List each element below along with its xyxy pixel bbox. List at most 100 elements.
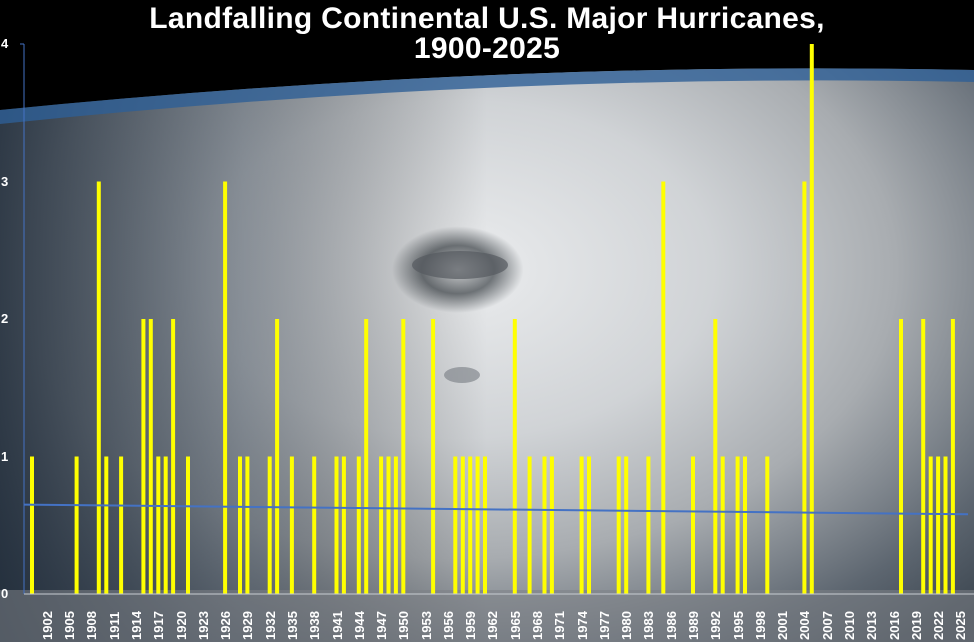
bar-1929 — [245, 456, 250, 594]
bar-1912 — [119, 456, 124, 594]
x-tick-label-1974: 1974 — [574, 611, 590, 640]
chart-title-line2: 1900-2025 — [413, 32, 561, 65]
x-tick-label-1953: 1953 — [418, 611, 434, 640]
x-tick-label-2004: 2004 — [797, 611, 813, 640]
y-tick-label-4: 4 — [1, 36, 9, 51]
trend-line — [23, 503, 969, 516]
bar-1992 — [713, 319, 718, 594]
x-tick-label-1983: 1983 — [641, 611, 657, 640]
x-tick-label-1926: 1926 — [218, 611, 234, 640]
bar-1996 — [743, 456, 747, 594]
x-tick-label-2007: 2007 — [819, 611, 835, 640]
bar-1933 — [275, 319, 280, 594]
bar-1919 — [171, 319, 176, 594]
bar-1993 — [720, 456, 725, 594]
chart-title: Landfalling Continental U.S. Major Hurri… — [0, 4, 974, 64]
bar-1900 — [30, 456, 34, 594]
bar-1928 — [238, 456, 242, 594]
bar-1917 — [156, 456, 161, 594]
bar-series — [30, 44, 955, 594]
bar-1947 — [379, 456, 384, 594]
y-tick-label-3: 3 — [1, 173, 9, 189]
chart-title-line1: Landfalling Continental U.S. Major Hurri… — [149, 2, 825, 35]
x-tick-label-1938: 1938 — [307, 611, 323, 640]
x-tick-label-1917: 1917 — [151, 611, 167, 640]
bar-1945 — [364, 319, 369, 594]
bar-1965 — [512, 319, 517, 594]
x-tick-label-1968: 1968 — [530, 611, 546, 640]
bar-1969 — [542, 456, 547, 594]
bar-1944 — [356, 456, 361, 594]
x-tick-label-1956: 1956 — [440, 611, 456, 640]
bar-1948 — [386, 456, 391, 594]
bar-1995 — [735, 456, 740, 594]
x-tick-label-1980: 1980 — [619, 611, 635, 640]
bar-2023 — [943, 456, 948, 594]
bar-1979 — [616, 456, 621, 594]
bar-1918 — [163, 456, 168, 594]
y-tick-label-2: 2 — [1, 311, 9, 326]
x-tick-label-1947: 1947 — [374, 611, 390, 640]
bar-1909 — [96, 181, 101, 594]
bar-1921 — [186, 456, 190, 594]
x-tick-label-1902: 1902 — [39, 611, 55, 640]
bar-2022 — [936, 456, 941, 594]
x-tick-label-1992: 1992 — [708, 611, 724, 640]
bar-1957 — [453, 456, 458, 594]
bar-2005 — [809, 44, 814, 594]
bar-1958 — [460, 456, 465, 594]
bar-1959 — [468, 456, 473, 594]
x-tick-label-1995: 1995 — [730, 611, 746, 640]
y-tick-label-0: 0 — [1, 586, 9, 601]
bar-1941 — [334, 456, 339, 594]
bar-2021 — [928, 456, 933, 594]
x-tick-label-2022: 2022 — [931, 611, 947, 640]
x-tick-label-1935: 1935 — [284, 611, 300, 640]
bar-1910 — [104, 456, 109, 594]
bar-2024 — [950, 319, 955, 594]
bar-2004 — [802, 181, 807, 594]
x-tick-label-1971: 1971 — [552, 611, 568, 640]
x-tick-label-1920: 1920 — [173, 611, 189, 640]
x-tick-label-2019: 2019 — [908, 611, 924, 640]
x-tick-label-1950: 1950 — [396, 611, 412, 640]
x-tick-label-1989: 1989 — [686, 611, 701, 640]
bar-1974 — [579, 456, 584, 594]
x-tick-label-1908: 1908 — [84, 611, 100, 640]
x-tick-label-1944: 1944 — [351, 611, 367, 640]
bar-1967 — [527, 456, 532, 594]
y-tick-label-1: 1 — [1, 448, 9, 464]
bar-1960 — [475, 456, 480, 594]
bar-1961 — [483, 456, 487, 594]
bar-1942 — [341, 456, 346, 594]
x-tick-label-1941: 1941 — [329, 611, 345, 640]
x-tick-label-1929: 1929 — [240, 611, 256, 640]
x-tick-label-1965: 1965 — [507, 611, 523, 640]
bar-1935 — [289, 456, 294, 594]
x-tick-label-1905: 1905 — [62, 611, 78, 640]
x-tick-label-1914: 1914 — [128, 611, 144, 640]
bar-1989 — [691, 456, 695, 594]
bar-1985 — [661, 181, 666, 594]
x-tick-label-2013: 2013 — [864, 611, 880, 640]
bar-1999 — [765, 456, 770, 594]
x-tick-label-2001: 2001 — [775, 611, 791, 640]
x-tick-label-1962: 1962 — [485, 611, 501, 640]
bar-1970 — [549, 456, 554, 594]
bar-2017 — [899, 319, 903, 594]
bar-1954 — [431, 319, 436, 594]
bar-1926 — [223, 181, 228, 594]
bar-1916 — [148, 319, 153, 594]
bar-1980 — [624, 456, 629, 594]
bar-1975 — [587, 456, 591, 594]
bar-1932 — [267, 456, 272, 594]
bar-1938 — [312, 456, 317, 594]
bar-1949 — [393, 456, 398, 594]
bar-1983 — [646, 456, 651, 594]
bar-1915 — [141, 319, 146, 594]
bar-2020 — [921, 319, 926, 594]
x-tick-label-1977: 1977 — [596, 611, 612, 640]
bar-1950 — [401, 319, 406, 594]
x-tick-label-1932: 1932 — [262, 611, 278, 640]
